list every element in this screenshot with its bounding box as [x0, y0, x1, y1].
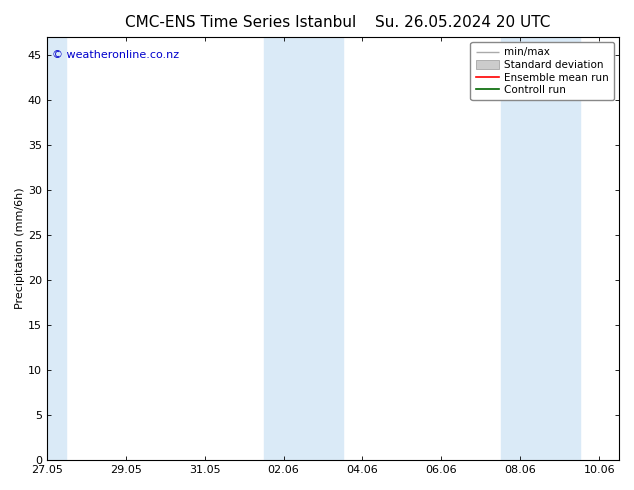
Bar — [501, 37, 579, 460]
Y-axis label: Precipitation (mm/6h): Precipitation (mm/6h) — [15, 188, 25, 309]
Text: Su. 26.05.2024 20 UTC: Su. 26.05.2024 20 UTC — [375, 15, 550, 30]
Bar — [43, 37, 67, 460]
Legend: min/max, Standard deviation, Ensemble mean run, Controll run: min/max, Standard deviation, Ensemble me… — [470, 42, 614, 100]
Text: CMC-ENS Time Series Istanbul: CMC-ENS Time Series Istanbul — [126, 15, 356, 30]
Bar — [264, 37, 343, 460]
Text: © weatheronline.co.nz: © weatheronline.co.nz — [53, 50, 179, 60]
